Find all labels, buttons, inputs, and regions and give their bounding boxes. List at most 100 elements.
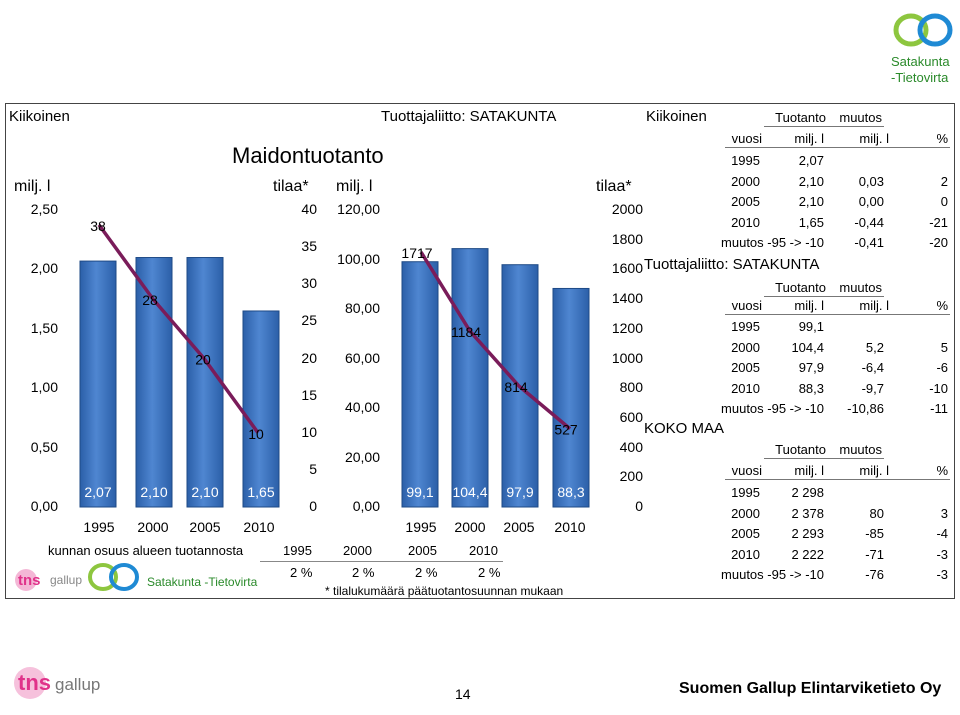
logo-text-2: -Tietovirta (891, 70, 949, 85)
summary-label: muutos -95 -> -10 (721, 567, 824, 582)
summary-change: -0,41 (854, 235, 884, 250)
y2-tick-label: 5 (309, 460, 317, 477)
row-change-pct: -4 (936, 526, 948, 541)
chart-title: Maidontuotanto (232, 143, 384, 168)
row-change-pct: -21 (929, 214, 948, 230)
row-year: 2010 (731, 214, 760, 230)
y-tick-label: 80,00 (344, 300, 380, 316)
tns-gallup-footer-icon: tns (14, 667, 51, 699)
row-production: 2 378 (791, 505, 824, 521)
head-pct: % (936, 131, 948, 146)
svg-text:tns: tns (18, 670, 51, 695)
share-year-2005: 2005 (408, 543, 437, 558)
y-tick-label: 1,00 (30, 379, 58, 396)
summary-pct: -11 (930, 401, 948, 416)
share-value-2005: 2 % (415, 565, 438, 580)
share-year-2000: 2000 (343, 543, 372, 558)
bar-2010 (242, 310, 280, 508)
bar-value-label: 88,3 (557, 484, 584, 500)
row-change: -6,4 (861, 360, 884, 375)
bar-value-label: 1,65 (247, 484, 274, 500)
satakunta-logo-small (86, 562, 146, 592)
header-kiikoinen-left: Kiikoinen (9, 108, 70, 125)
y2-tick-label: 1200 (611, 319, 643, 336)
row-year: 1995 (731, 153, 760, 168)
chart1-ylabel2: tilaa* (273, 178, 309, 195)
y2-tick-label: 600 (619, 408, 643, 425)
y2-tick-label: 800 (619, 379, 643, 396)
footnote: * tilalukumäärä päätuotantosuunnan mukaa… (325, 584, 564, 598)
row-change-pct: -3 (936, 546, 948, 562)
table-header-rule (725, 479, 950, 480)
share-underline (260, 561, 503, 562)
head-tuotanto: Tuotanto (775, 280, 826, 295)
satakunta-logo-small-icon (88, 563, 139, 591)
satakunta-logo (893, 12, 955, 48)
head-muutos: muutos (839, 110, 882, 125)
row-change-pct: 3 (940, 505, 948, 521)
y-tick-label: 40,00 (344, 399, 380, 415)
table-header-rule (725, 147, 950, 148)
line-point-label: 10 (248, 426, 264, 442)
summary-change: -76 (865, 567, 884, 582)
head-muutos: muutos (839, 442, 882, 457)
page-number: 14 (455, 686, 471, 702)
bar-2010 (552, 287, 590, 508)
y2-tick-label: 40 (301, 201, 317, 217)
y-tick-label: 20,00 (344, 448, 380, 465)
row-change: -71 (865, 546, 884, 562)
y2-tick-label: 200 (619, 468, 643, 485)
y-tick-label: 100,00 (337, 250, 380, 267)
head-milj1: milj. l (794, 131, 824, 146)
row-change: 80 (869, 505, 884, 521)
bar-1995 (401, 261, 439, 508)
x-tick-label: 2000 (454, 519, 485, 535)
head-vuosi: vuosi (731, 463, 762, 478)
share-value-2010: 2 % (478, 565, 501, 580)
bar-1995 (79, 260, 117, 508)
bar-value-label: 104,4 (452, 484, 487, 500)
row-change: -0,44 (854, 214, 884, 230)
svg-text:tns: tns (18, 572, 41, 589)
share-value-2000: 2 % (352, 565, 375, 580)
chart2-ylabel: milj. l (336, 178, 373, 195)
bar-2000 (451, 248, 489, 508)
head-vuosi: vuosi (731, 131, 762, 146)
row-production: 2 298 (791, 485, 824, 500)
y2-tick-label: 10 (301, 423, 317, 440)
head-milj1: milj. l (794, 463, 824, 478)
line-point-label: 38 (90, 218, 106, 234)
row-change: -9,7 (861, 380, 884, 396)
summary-label: muutos -95 -> -10 (721, 235, 824, 250)
summary-pct: -3 (936, 567, 948, 582)
head-tuotanto: Tuotanto (775, 110, 826, 125)
row-year: 2000 (731, 339, 760, 355)
bar-value-label: 2,10 (140, 484, 167, 500)
x-tick-label: 2010 (554, 519, 585, 535)
line-point-label: 814 (504, 379, 528, 395)
gallup-footer-text: gallup (55, 675, 101, 694)
line-point-label: 20 (195, 352, 211, 368)
chart1-ylabel: milj. l (14, 178, 51, 195)
y2-tick-label: 1600 (611, 260, 643, 277)
summary-label: muutos -95 -> -10 (721, 401, 824, 416)
y2-tick-label: 35 (301, 238, 317, 255)
bar-value-label: 97,9 (506, 484, 533, 500)
row-change: -85 (865, 526, 884, 541)
bar-value-label: 99,1 (406, 484, 433, 500)
row-production: 2 293 (791, 526, 824, 541)
chart2-ylabel2: tilaa* (596, 178, 632, 195)
y-tick-label: 1,50 (30, 319, 58, 336)
line-point-label: 527 (554, 422, 578, 438)
table-group-rule (764, 126, 884, 127)
table-title: Tuottajaliitto: SATAKUNTA (644, 256, 820, 273)
tns-logo-small: tns (14, 568, 82, 592)
y2-tick-label: 30 (301, 275, 317, 292)
x-tick-label: 1995 (83, 519, 114, 535)
row-change: 0,00 (858, 194, 884, 209)
row-year: 2005 (731, 194, 760, 209)
footer-company: Suomen Gallup Elintarviketieto Oy (679, 680, 942, 697)
row-year: 1995 (731, 319, 760, 334)
head-pct: % (936, 463, 948, 478)
